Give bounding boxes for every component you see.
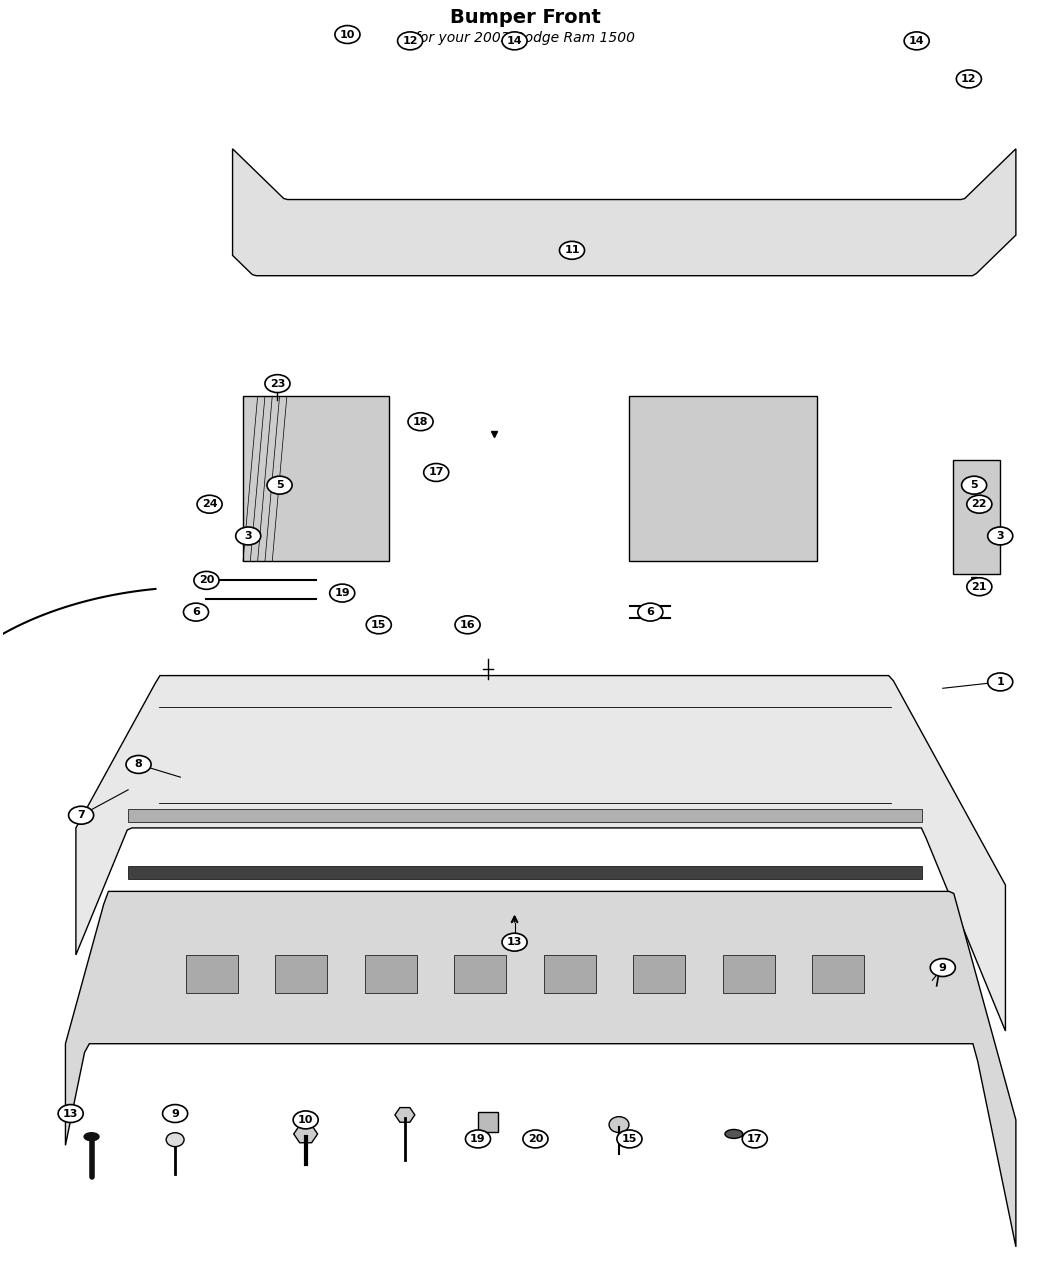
Text: 11: 11 xyxy=(564,245,580,255)
Text: for your 2003 Dodge Ram 1500: for your 2003 Dodge Ram 1500 xyxy=(415,31,635,45)
Ellipse shape xyxy=(398,32,423,50)
Text: 8: 8 xyxy=(134,760,143,769)
Ellipse shape xyxy=(904,32,929,50)
Text: 15: 15 xyxy=(371,620,386,630)
Ellipse shape xyxy=(424,464,448,482)
Ellipse shape xyxy=(957,70,982,88)
Ellipse shape xyxy=(523,1130,548,1148)
Ellipse shape xyxy=(58,1104,83,1122)
Ellipse shape xyxy=(293,1111,318,1128)
Text: 5: 5 xyxy=(970,481,978,490)
Ellipse shape xyxy=(126,756,151,774)
Text: 24: 24 xyxy=(202,500,217,509)
Ellipse shape xyxy=(197,495,223,513)
Text: 13: 13 xyxy=(63,1108,79,1118)
Text: 10: 10 xyxy=(340,29,355,40)
Ellipse shape xyxy=(930,959,956,977)
Ellipse shape xyxy=(166,1132,184,1146)
Polygon shape xyxy=(294,1125,317,1142)
Text: 3: 3 xyxy=(996,530,1004,541)
Ellipse shape xyxy=(724,1130,742,1139)
Text: 20: 20 xyxy=(528,1133,543,1144)
FancyBboxPatch shape xyxy=(243,397,390,561)
Text: 14: 14 xyxy=(507,36,522,46)
Polygon shape xyxy=(395,1108,415,1122)
Bar xyxy=(455,955,506,993)
Ellipse shape xyxy=(84,1132,99,1141)
Text: 3: 3 xyxy=(245,530,252,541)
Text: 20: 20 xyxy=(198,575,214,585)
Text: 21: 21 xyxy=(971,581,987,592)
Ellipse shape xyxy=(609,1117,629,1132)
Text: 22: 22 xyxy=(971,500,987,509)
Text: 12: 12 xyxy=(402,36,418,46)
Text: 9: 9 xyxy=(171,1108,180,1118)
Polygon shape xyxy=(128,866,922,878)
Ellipse shape xyxy=(184,603,209,621)
Ellipse shape xyxy=(194,571,219,589)
Text: 5: 5 xyxy=(276,481,284,490)
Ellipse shape xyxy=(366,616,392,634)
Text: 15: 15 xyxy=(622,1133,637,1144)
Text: 23: 23 xyxy=(270,379,286,389)
Polygon shape xyxy=(76,676,1006,1031)
Ellipse shape xyxy=(637,603,663,621)
Bar xyxy=(186,955,237,993)
Bar xyxy=(633,955,686,993)
Text: 9: 9 xyxy=(939,963,947,973)
Bar xyxy=(479,1112,499,1132)
Ellipse shape xyxy=(560,241,585,259)
Polygon shape xyxy=(232,149,1016,275)
Bar xyxy=(813,955,864,993)
Text: 19: 19 xyxy=(470,1133,486,1144)
Ellipse shape xyxy=(502,933,527,951)
Ellipse shape xyxy=(967,578,992,595)
Ellipse shape xyxy=(68,806,93,824)
Ellipse shape xyxy=(988,673,1013,691)
Bar xyxy=(544,955,595,993)
Text: 14: 14 xyxy=(909,36,924,46)
Bar xyxy=(364,955,417,993)
Ellipse shape xyxy=(163,1104,188,1122)
Ellipse shape xyxy=(465,1130,490,1148)
Ellipse shape xyxy=(742,1130,768,1148)
Text: 17: 17 xyxy=(747,1133,762,1144)
Ellipse shape xyxy=(967,495,992,513)
Polygon shape xyxy=(128,808,922,821)
Ellipse shape xyxy=(962,476,987,495)
FancyBboxPatch shape xyxy=(629,397,818,561)
Text: Bumper Front: Bumper Front xyxy=(449,8,601,27)
Ellipse shape xyxy=(265,375,290,393)
Text: 1: 1 xyxy=(996,677,1004,687)
Bar xyxy=(275,955,328,993)
Ellipse shape xyxy=(335,26,360,43)
Ellipse shape xyxy=(267,476,292,495)
Ellipse shape xyxy=(617,1130,642,1148)
Ellipse shape xyxy=(988,527,1013,544)
Ellipse shape xyxy=(235,527,260,544)
Text: 18: 18 xyxy=(413,417,428,427)
Text: 6: 6 xyxy=(192,607,200,617)
Text: 7: 7 xyxy=(78,810,85,820)
Ellipse shape xyxy=(408,413,433,431)
Text: 6: 6 xyxy=(647,607,654,617)
Bar xyxy=(722,955,775,993)
Text: 19: 19 xyxy=(334,588,350,598)
Ellipse shape xyxy=(502,32,527,50)
Ellipse shape xyxy=(330,584,355,602)
Text: 12: 12 xyxy=(961,74,976,84)
Polygon shape xyxy=(65,891,1016,1247)
Bar xyxy=(953,460,1001,574)
Text: 16: 16 xyxy=(460,620,476,630)
Text: 13: 13 xyxy=(507,937,522,947)
Text: 10: 10 xyxy=(298,1114,313,1125)
Text: 17: 17 xyxy=(428,468,444,477)
Ellipse shape xyxy=(455,616,480,634)
